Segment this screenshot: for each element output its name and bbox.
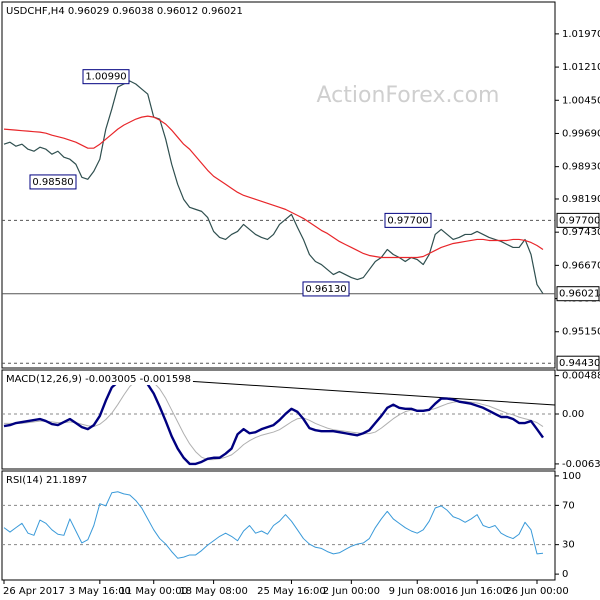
annotation-label: 1.00990 [85,72,126,83]
level-label: 0.94430 [559,358,600,369]
price-panel-frame [1,1,556,369]
title-bg [4,4,245,17]
y-tick-label: 1.00450 [562,95,600,106]
x-tick-label: 11 May 00:00 [119,586,188,597]
y-tick-label: 0.96670 [562,260,600,271]
level-box [556,355,600,371]
y-tick-label: 1.01210 [562,62,600,73]
series-line [4,378,544,461]
y-tick-label: 30 [562,540,575,551]
series-line [3,374,544,466]
y-tick-label: 1.01970 [562,29,600,40]
x-tick-label: 25 May 16:00 [257,586,326,597]
x-tick-label: 26 Apr 2017 [3,586,65,597]
x-tick-label: 2 Jun 00:00 [323,586,380,597]
y-tick-label: 0.004883 [562,371,600,382]
x-tick-label: 3 May 16:00 [69,586,131,597]
watermark: ActionForex.com [317,83,500,108]
x-tick-label: 26 Jun 00:00 [505,586,569,597]
x-tick-label: 18 May 08:00 [179,586,248,597]
panel-title: USDCHF,H4 0.96029 0.96038 0.96012 0.9602… [6,6,243,17]
x-tick-label: 9 Jun 08:00 [389,586,446,597]
annotation-label: 0.98580 [32,177,73,188]
title-bg [4,372,193,385]
y-tick-label: -0.006354 [562,459,600,470]
annotation-box [302,281,350,297]
y-tick-label: 0.98190 [562,194,600,205]
annotation-box [82,69,130,85]
panel-title: RSI(14) 21.1897 [6,475,87,486]
series-line [3,80,544,295]
y-tick-label: 0.98930 [562,162,600,173]
annotation-label: 0.97700 [387,215,428,226]
title-bg [4,473,90,486]
series-line [3,115,544,259]
y-tick-label: 70 [562,500,575,511]
x-tick-label: 16 Jun 16:00 [445,586,509,597]
panel-title: MACD(12,26,9) -0.003005 -0.001598 [6,374,191,385]
rsi-panel-frame [1,470,556,581]
y-tick-label: 100 [562,471,581,482]
series-line [3,491,544,559]
level-box [556,212,600,228]
y-tick-label: 0.95150 [562,327,600,338]
annotation-box [384,212,432,228]
y-tick-label: 0.97430 [562,227,600,238]
y-tick-label: 0 [562,569,568,580]
annotation-label: 0.96130 [305,284,346,295]
trend-line [139,377,556,406]
level-label: 0.97700 [559,215,600,226]
level-box [556,286,600,302]
annotation-box [29,174,77,190]
y-tick-label: 0.99690 [562,128,600,139]
y-tick-label: 0.00 [562,409,584,420]
level-label: 0.96021 [559,289,600,300]
macd-panel-frame [1,369,556,470]
